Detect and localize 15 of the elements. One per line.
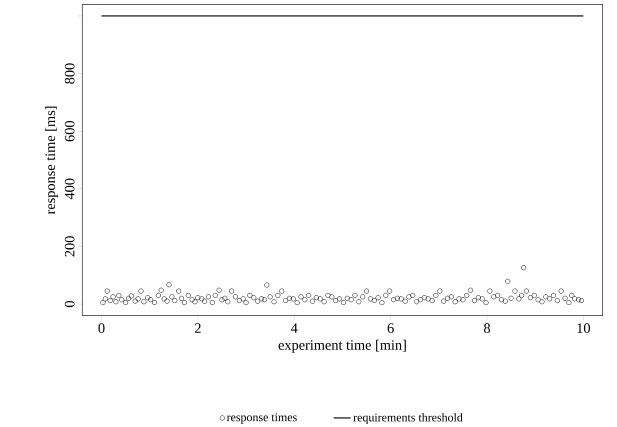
y-tick-label: 600 [64,121,74,142]
x-tick-label: 0 [98,323,105,334]
legend-label: requirements threshold [353,413,463,424]
y-tick-label: 800 [64,63,74,84]
x-tick-label: 8 [484,323,490,334]
x-tick-label: 10 [577,323,590,334]
y-axis-title: response time [ms] [45,106,58,214]
y-tick-label: 400 [64,178,74,200]
x-axis-title: experiment time [min] [278,340,406,353]
y-tick-label: 0 [64,301,74,308]
y-tick-label: 200 [64,236,74,257]
x-tick-label: 6 [388,323,394,334]
legend-label: response times [226,413,297,424]
x-tick-label: 2 [194,323,201,333]
x-tick-label: 4 [290,323,298,333]
